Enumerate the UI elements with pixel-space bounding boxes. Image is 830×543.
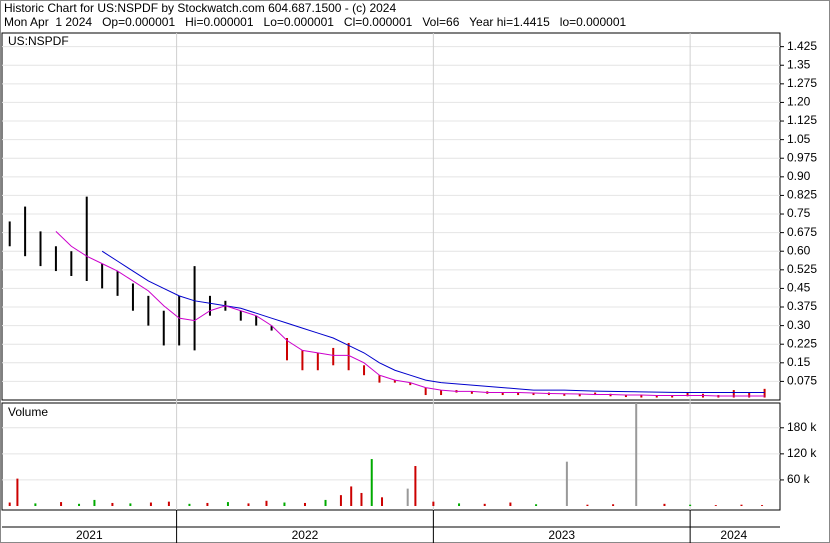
volume-bar — [740, 504, 743, 506]
volume-bar — [635, 403, 638, 506]
volume-bar — [78, 503, 81, 506]
y-tick-label: 1.275 — [787, 76, 817, 90]
y-tick-label: 0.675 — [787, 225, 817, 239]
y-tick-label: 0.075 — [787, 374, 817, 388]
volume-bar — [34, 503, 37, 506]
volume-bar — [111, 502, 114, 506]
volume-bar — [283, 502, 286, 506]
y-tick-label: 0.375 — [787, 299, 817, 313]
volume-bar — [324, 499, 327, 506]
volume-bar — [483, 503, 486, 506]
x-tick-label: 2024 — [720, 528, 747, 542]
volume-bar — [663, 503, 666, 506]
y-tick-label: 0.30 — [787, 318, 811, 332]
x-tick-label: 2021 — [76, 528, 103, 542]
volume-bar — [129, 503, 132, 506]
volume-bar — [149, 502, 152, 506]
volume-bar — [761, 505, 764, 506]
volume-bar — [509, 502, 512, 506]
volume-bar — [167, 501, 170, 506]
volume-bar — [414, 466, 417, 506]
volume-bar — [265, 500, 268, 506]
volume-bar — [714, 505, 717, 506]
volume-bar — [612, 504, 615, 506]
volume-panel — [1, 402, 781, 511]
moving-average — [55, 231, 765, 397]
volume-bar — [689, 504, 692, 506]
volume-bar — [206, 502, 209, 506]
volume-bar — [226, 502, 229, 506]
y-tick-label: 0.975 — [787, 150, 817, 164]
volume-bar — [381, 497, 384, 506]
volume-bar — [350, 486, 353, 506]
x-tick-label: 2022 — [292, 528, 319, 542]
y-tick-label: 0.525 — [787, 262, 817, 276]
volume-bar — [303, 502, 306, 506]
symbol-label: US:NSPDF — [8, 34, 69, 48]
y-tick-label: 1.35 — [787, 57, 811, 71]
y-tick-label: 0.825 — [787, 188, 817, 202]
y-tick-label: 180 k — [787, 420, 817, 434]
x-tick-label: 2023 — [548, 528, 575, 542]
y-tick-label: 0.90 — [787, 169, 811, 183]
chart-title: Historic Chart for US:NSPDF by Stockwatc… — [4, 1, 396, 15]
price-panel — [1, 32, 781, 401]
volume-bar — [93, 499, 96, 506]
volume-bar — [458, 503, 461, 506]
y-tick-label: 0.15 — [787, 355, 811, 369]
volume-bar — [8, 502, 11, 506]
chart-subtitle: Mon Apr 1 2024 Op=0.000001 Hi=0.000001 L… — [4, 15, 627, 29]
volume-bar — [370, 459, 373, 506]
volume-bar — [60, 502, 63, 506]
y-tick-label: 0.60 — [787, 243, 811, 257]
y-tick-label: 0.45 — [787, 281, 811, 295]
volume-bar — [339, 495, 342, 506]
volume-title: Volume — [8, 405, 48, 419]
volume-bar — [432, 501, 435, 506]
volume-bar — [565, 461, 568, 506]
volume-bar — [188, 503, 191, 506]
volume-bar — [586, 504, 589, 506]
volume-bar — [16, 478, 19, 506]
volume-bar — [360, 492, 363, 506]
volume-bar — [247, 503, 250, 506]
y-tick-label: 120 k — [787, 446, 817, 460]
y-tick-label: 60 k — [787, 472, 811, 486]
y-tick-label: 0.75 — [787, 206, 811, 220]
volume-bar — [406, 488, 409, 506]
volume-bar — [535, 504, 538, 506]
y-tick-label: 1.05 — [787, 132, 811, 146]
y-tick-label: 0.225 — [787, 336, 817, 350]
y-tick-label: 1.20 — [787, 95, 811, 109]
moving-average — [101, 250, 765, 394]
y-tick-label: 1.425 — [787, 39, 817, 53]
y-tick-label: 1.125 — [787, 113, 817, 127]
